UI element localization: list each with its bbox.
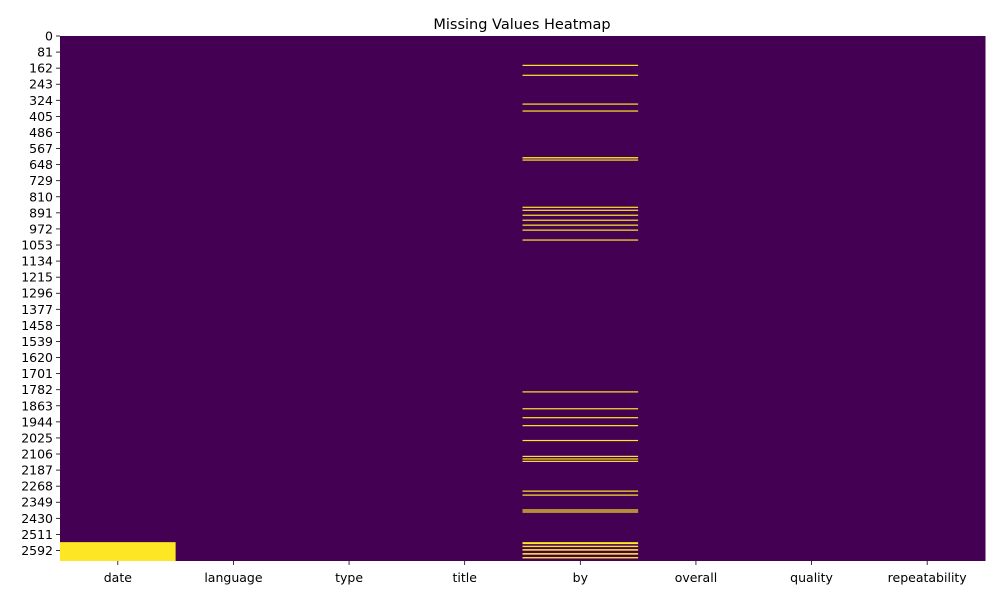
x-tick-label-title: title	[452, 570, 477, 585]
y-tick-label: 2025	[21, 430, 53, 445]
missing-stripe-by	[522, 509, 639, 511]
column-cells-language	[175, 36, 292, 561]
y-tick-label: 1134	[21, 254, 53, 269]
y-tick-label: 2106	[21, 447, 53, 462]
y-tick-label: 1782	[21, 382, 53, 397]
y-tick-label: 1620	[21, 350, 53, 365]
y-tick-label: 1458	[21, 318, 53, 333]
missing-stripe-by	[522, 408, 639, 410]
missing-stripe-by	[522, 545, 639, 548]
missing-stripe-by	[522, 439, 639, 442]
y-tick-label: 567	[29, 141, 53, 156]
missing-stripe-by	[522, 557, 639, 559]
y-tick-label: 324	[29, 93, 53, 108]
y-tick-label: 81	[37, 45, 53, 60]
y-tick-label: 2592	[21, 543, 53, 558]
x-tick-label-type: type	[335, 570, 363, 585]
x-tick-label-language: language	[204, 570, 263, 585]
missing-stripe-by	[522, 229, 639, 231]
y-tick-label: 972	[29, 221, 53, 236]
missing-stripe-by	[522, 110, 639, 112]
missing-stripe-by	[522, 455, 639, 458]
column-cells-overall	[638, 36, 755, 561]
missing-stripe-by	[522, 64, 639, 66]
x-tick-label-quality: quality	[790, 570, 833, 585]
x-tick-label-date: date	[104, 570, 132, 585]
y-tick-label: 1701	[21, 366, 53, 381]
column-cells-repeatability	[869, 36, 986, 561]
y-tick-label: 648	[29, 157, 53, 172]
missing-stripe-by	[522, 417, 639, 419]
missing-stripe-by	[522, 553, 639, 555]
column-cells-date	[60, 36, 177, 561]
missing-stripe-by	[522, 458, 639, 460]
y-tick-label: 1944	[21, 414, 53, 429]
column-cells-type	[291, 36, 408, 561]
heatmap-plot-area	[60, 36, 986, 561]
missing-stripe-by	[522, 549, 639, 551]
y-tick-label: 810	[29, 189, 53, 204]
missing-stripe-by	[522, 159, 639, 161]
missing-stripe-by	[522, 224, 639, 226]
missing-stripe-by	[522, 103, 639, 105]
x-tick-label-repeatability: repeatability	[888, 570, 968, 585]
x-tick-label-overall: overall	[675, 570, 717, 585]
y-tick-label: 2511	[21, 527, 53, 542]
missing-stripe-by	[522, 391, 639, 393]
y-tick-label: 243	[29, 77, 53, 92]
missing-stripe-by	[522, 239, 639, 241]
y-tick-label: 2430	[21, 511, 53, 526]
y-tick-label: 162	[29, 61, 53, 76]
missing-stripe-date	[60, 542, 176, 561]
y-tick-label: 2187	[21, 463, 53, 478]
column-cells-quality	[753, 36, 870, 561]
y-tick-label: 1215	[21, 270, 53, 285]
y-tick-label: 0	[45, 29, 53, 44]
missing-stripe-by	[522, 206, 639, 208]
x-tick-label-by: by	[573, 570, 589, 585]
y-tick-label: 1539	[21, 334, 53, 349]
missing-stripe-by	[522, 490, 639, 492]
missing-stripe-by	[522, 494, 639, 496]
column-cells-by	[522, 36, 639, 561]
chart-title: Missing Values Heatmap	[433, 17, 610, 33]
y-tick-label: 2349	[21, 495, 53, 510]
y-tick-label: 486	[29, 125, 53, 140]
missing-stripe-by	[522, 157, 639, 159]
y-tick-label: 729	[29, 173, 53, 188]
missing-stripe-by	[522, 219, 639, 221]
y-tick-label: 1296	[21, 286, 53, 301]
y-tick-label: 1863	[21, 398, 53, 413]
y-tick-label: 405	[29, 109, 53, 124]
y-tick-label: 891	[29, 205, 53, 220]
column-cells-title	[406, 36, 523, 561]
missing-stripe-by	[522, 460, 639, 462]
x-axis-ticks: date language type title by overall quality rep…	[104, 561, 968, 585]
missing-stripe-by	[522, 209, 639, 211]
y-tick-label: 1377	[21, 302, 53, 317]
missing-stripe-by	[522, 511, 639, 513]
missing-stripe-by	[522, 542, 639, 545]
missing-stripe-by	[522, 425, 639, 427]
missing-stripe-by	[522, 74, 639, 76]
y-tick-label: 1053	[21, 238, 53, 253]
missing-stripe-by	[522, 214, 639, 216]
y-tick-label: 2268	[21, 479, 53, 494]
